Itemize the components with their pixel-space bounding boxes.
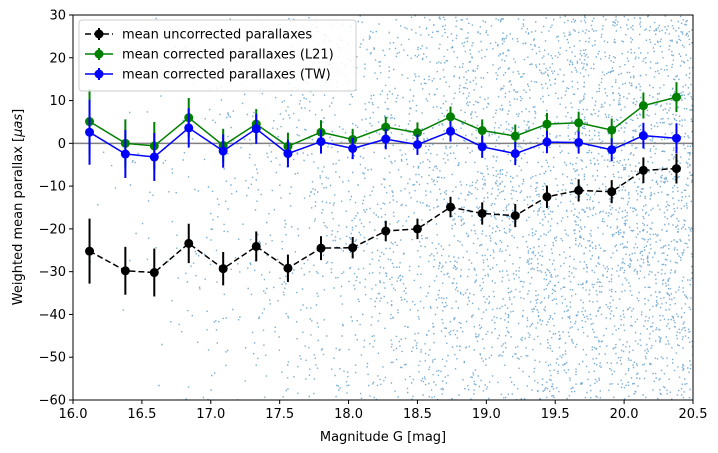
data-point [510, 211, 520, 221]
data-point [671, 133, 681, 143]
x-tick-label: 17.0 [196, 407, 225, 422]
series-layer [85, 82, 681, 297]
x-tick-label: 20.5 [679, 407, 708, 422]
data-point [574, 185, 584, 195]
data-point [348, 243, 358, 253]
x-tick-label: 19.5 [541, 407, 570, 422]
x-tick-label: 17.5 [265, 407, 294, 422]
data-point [85, 246, 95, 256]
data-point [283, 149, 293, 159]
x-tick-label: 19.0 [472, 407, 501, 422]
y-tick-label: 0 [58, 137, 66, 152]
y-tick-label: 20 [49, 51, 66, 66]
y-tick-label: 30 [49, 9, 66, 24]
legend-label: mean uncorrected parallaxes [122, 28, 312, 43]
data-point [574, 118, 584, 128]
data-point [184, 238, 194, 248]
data-point [348, 143, 358, 153]
data-point [510, 149, 520, 159]
data-point [607, 187, 617, 197]
y-tick-label: 10 [49, 94, 66, 109]
data-point [607, 145, 617, 155]
data-point [316, 243, 326, 253]
x-tick-label: 20.0 [610, 407, 639, 422]
y-tick-label: −30 [39, 265, 66, 280]
y-tick-label: −40 [39, 308, 66, 323]
data-point [477, 208, 487, 218]
data-point [542, 192, 552, 202]
x-axis-label: Magnitude G [mag] [320, 430, 446, 445]
y-tick-label: −50 [39, 351, 66, 366]
plot-frame [72, 14, 694, 401]
data-point [412, 140, 422, 150]
y-axis-label: Weighted mean parallax [μas] [11, 109, 26, 305]
data-point [638, 165, 648, 175]
x-tick-label: 16.5 [127, 407, 156, 422]
series-2 [85, 99, 681, 181]
data-point [149, 268, 159, 278]
x-tick-label: 18.0 [334, 407, 363, 422]
data-point [607, 125, 617, 135]
y-axis-label-suffix: ] [11, 109, 26, 114]
data-point [574, 137, 584, 147]
data-point [184, 123, 194, 133]
data-point [477, 126, 487, 135]
data-point [381, 122, 391, 132]
data-point [542, 137, 552, 147]
legend-box [78, 19, 357, 92]
series-0 [85, 153, 681, 297]
data-point [412, 128, 422, 138]
data-point [510, 131, 520, 141]
legend-label: mean corrected parallaxes (L21) [122, 48, 334, 63]
data-point [671, 92, 681, 102]
data-point [446, 126, 456, 136]
data-point [381, 134, 391, 144]
y-axis-label-unit: μas [11, 114, 26, 138]
data-point [638, 131, 648, 141]
data-point [446, 202, 456, 212]
y-tick-label: −60 [39, 394, 66, 409]
legend-marker [94, 29, 104, 39]
data-point [251, 124, 261, 134]
data-point [120, 266, 130, 276]
x-axis-ticks: 16.0 16.5 17.0 17.5 18.0 18.5 19.0 19.5 20.0 20.5 [59, 400, 708, 422]
data-point [542, 119, 552, 129]
y-tick-label: −20 [39, 222, 66, 237]
data-point [149, 152, 159, 162]
y-axis-ticks: −60 −50 −40 −30 −20 −10 0 10 20 30 [39, 9, 73, 409]
data-point [381, 226, 391, 236]
data-point [85, 127, 95, 137]
y-axis-label-prefix: Weighted mean parallax [ [11, 137, 26, 305]
data-point [316, 137, 326, 147]
data-point [283, 263, 293, 273]
data-point [218, 146, 228, 156]
legend: mean uncorrected parallaxes mean correcte… [78, 19, 357, 92]
data-point [120, 149, 130, 159]
legend-label: mean corrected parallaxes (TW) [122, 68, 331, 83]
data-point [412, 224, 422, 234]
data-point [671, 164, 681, 174]
data-point [251, 241, 261, 251]
legend-marker [94, 49, 104, 59]
legend-marker [94, 69, 104, 79]
data-point [477, 142, 487, 152]
data-point [638, 101, 648, 111]
y-tick-label: −10 [39, 180, 66, 195]
x-tick-label: 18.5 [403, 407, 432, 422]
x-tick-label: 16.0 [59, 407, 88, 422]
data-point [446, 112, 456, 122]
data-point [218, 264, 228, 274]
